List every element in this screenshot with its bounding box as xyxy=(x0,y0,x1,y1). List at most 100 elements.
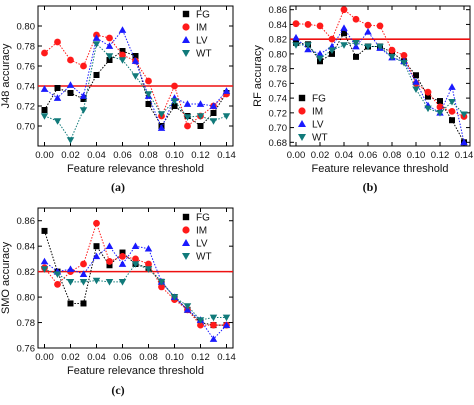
legend: FG IM LV WT xyxy=(182,213,212,263)
data-point-im xyxy=(106,258,113,265)
legend-marker-fg xyxy=(182,10,190,18)
data-point-im xyxy=(158,283,165,291)
data-point-wt xyxy=(66,279,75,286)
y-tick-label: 0.74 xyxy=(269,94,288,105)
legend-marker-wt xyxy=(298,134,306,141)
data-point-im xyxy=(80,260,87,268)
data-point-im xyxy=(119,252,126,260)
y-tick-label: 0.86 xyxy=(17,216,36,227)
data-point-lv xyxy=(131,242,140,249)
data-point-fg xyxy=(119,249,126,256)
x-axis-label: Feature relevance threshold xyxy=(67,163,204,175)
data-point-wt xyxy=(209,118,218,125)
x-tick-label: 0.06 xyxy=(359,150,378,161)
chart-panel-1: 0.00 0.02 0.04 0.06 0.08 0.10 0.12 0.14 0.70 0.72… xyxy=(0,5,236,194)
y-tick-label: 0.72 xyxy=(17,102,36,113)
data-point-im xyxy=(41,49,48,57)
data-point-fg xyxy=(67,300,74,307)
legend-marker-fg xyxy=(298,94,306,102)
data-point-wt xyxy=(131,73,140,80)
data-point-fg xyxy=(413,72,419,79)
data-point-im xyxy=(304,21,312,28)
chart-panel-2: 0.00 0.02 0.04 0.06 0.08 0.10 0.12 0.14 0.68 0.70… xyxy=(252,5,473,194)
data-point-im xyxy=(80,62,87,70)
data-point-im xyxy=(119,51,126,59)
series-wt xyxy=(292,40,468,119)
legend-marker-lv xyxy=(182,239,190,246)
series-wt xyxy=(40,261,231,324)
data-point-fg xyxy=(54,85,61,91)
data-point-wt xyxy=(222,113,231,120)
data-point-wt xyxy=(316,55,324,63)
data-point-im xyxy=(145,77,152,85)
data-point-im xyxy=(364,21,372,29)
data-point-wt xyxy=(66,137,75,144)
data-point-fg xyxy=(106,57,113,63)
data-point-fg xyxy=(80,300,87,307)
legend-marker-im xyxy=(298,107,306,115)
data-point-lv xyxy=(53,94,62,101)
y-tick-label: 0.70 xyxy=(17,122,36,133)
data-point-wt xyxy=(157,279,166,286)
data-point-fg xyxy=(93,243,100,250)
data-point-fg xyxy=(197,123,204,129)
data-point-wt xyxy=(222,314,231,322)
data-point-lv xyxy=(92,34,101,41)
data-point-lv xyxy=(304,45,312,53)
data-point-im xyxy=(388,46,396,54)
data-point-wt xyxy=(183,114,192,121)
data-point-im xyxy=(376,22,384,30)
panel-label: (c) xyxy=(111,383,124,397)
y-tick-label: 0.82 xyxy=(17,267,36,278)
y-tick-label: 0.72 xyxy=(269,108,288,119)
legend-marker-wt xyxy=(182,253,190,260)
data-point-lv xyxy=(209,102,218,109)
data-point-lv xyxy=(92,252,101,260)
y-tick-label: 0.74 xyxy=(17,82,36,93)
legend-label-fg: FG xyxy=(196,213,210,224)
data-point-wt xyxy=(157,111,166,118)
series-line-fg xyxy=(295,32,465,143)
data-point-wt xyxy=(170,294,179,301)
data-point-lv xyxy=(364,28,372,35)
legend-marker-lv xyxy=(182,36,190,43)
data-point-im xyxy=(328,35,336,43)
data-point-fg xyxy=(132,53,139,59)
data-point-wt xyxy=(304,42,312,49)
x-tick-label: 0.12 xyxy=(191,150,210,161)
y-axis-label: J48 accuracy xyxy=(0,43,12,108)
x-tick-label: 0.00 xyxy=(35,150,54,161)
data-point-fg xyxy=(80,96,87,102)
data-point-lv xyxy=(40,257,49,265)
data-point-lv xyxy=(183,100,192,107)
data-point-wt xyxy=(460,111,468,119)
data-point-wt xyxy=(196,317,205,324)
x-tick-label: 0.04 xyxy=(87,150,106,161)
panel-label: (a) xyxy=(111,180,125,194)
y-tick-label: 0.80 xyxy=(17,293,36,304)
data-point-lv xyxy=(412,78,420,85)
data-point-wt xyxy=(79,279,88,286)
data-point-fg xyxy=(449,117,455,124)
data-point-fg xyxy=(93,72,100,78)
data-point-fg xyxy=(67,90,74,96)
data-point-lv xyxy=(66,81,75,88)
legend-marker-fg xyxy=(182,213,190,221)
data-point-fg xyxy=(106,262,113,269)
data-point-im xyxy=(210,321,217,329)
x-tick-label: 0.04 xyxy=(87,352,106,363)
data-point-wt xyxy=(118,57,127,64)
y-tick-label: 0.76 xyxy=(269,79,288,90)
data-point-lv xyxy=(105,242,114,249)
data-point-im xyxy=(436,103,444,111)
data-point-fg xyxy=(145,101,152,107)
data-point-lv xyxy=(66,265,75,272)
data-point-wt xyxy=(328,47,336,54)
data-point-lv xyxy=(131,57,140,64)
data-point-fg xyxy=(425,93,431,100)
data-point-lv xyxy=(40,85,49,92)
data-point-wt xyxy=(352,40,360,47)
data-point-fg xyxy=(41,107,48,113)
x-tick-label: 0.14 xyxy=(217,352,236,363)
series-line-im xyxy=(44,221,227,326)
